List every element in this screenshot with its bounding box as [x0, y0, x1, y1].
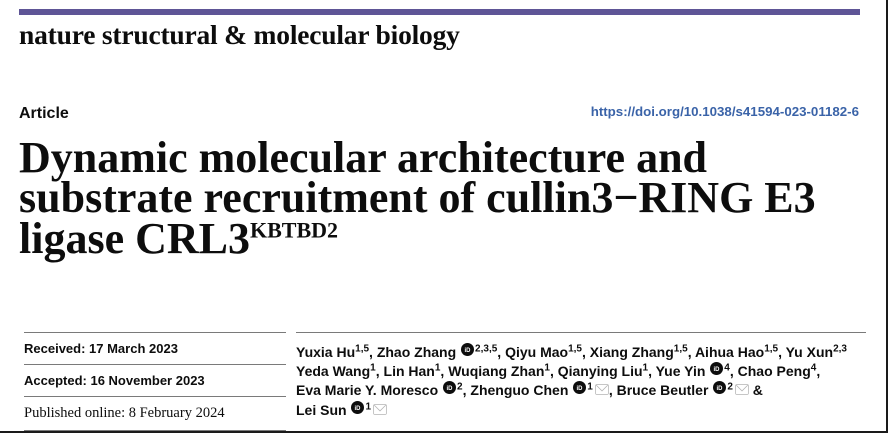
svg-text:iD: iD — [577, 386, 584, 392]
svg-text:iD: iD — [717, 386, 724, 392]
svg-text:iD: iD — [714, 367, 721, 373]
svg-text:iD: iD — [447, 386, 454, 392]
svg-text:iD: iD — [465, 348, 472, 354]
svg-text:iD: iD — [355, 405, 362, 411]
